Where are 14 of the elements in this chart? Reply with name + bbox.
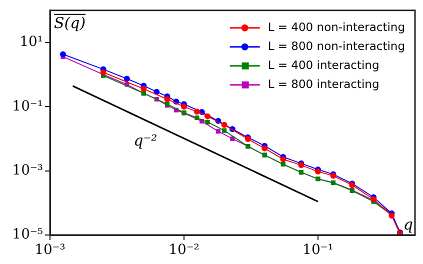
annotation: q⁻² xyxy=(134,132,158,150)
y-tick-label: 10⁻⁵ xyxy=(12,226,44,243)
legend-label: L = 800 interacting xyxy=(268,76,380,91)
y-axis-title: S(q) xyxy=(54,14,86,32)
x-tick-label: 10⁻¹ xyxy=(302,242,334,258)
legend-label: L = 800 non-interacting xyxy=(268,38,406,53)
y-tick-label: 10⁻¹ xyxy=(12,98,43,114)
x-tick-label: 10⁻³ xyxy=(34,242,66,258)
x-tick-label: 10⁻² xyxy=(168,242,200,258)
y-tick-label: 10¹ xyxy=(20,34,43,50)
legend-label: L = 400 interacting xyxy=(268,58,380,72)
y-tick-label: 10⁻³ xyxy=(12,162,43,178)
legend-label: L = 400 non-interacting xyxy=(268,20,406,34)
x-axis-title: q xyxy=(403,215,413,234)
